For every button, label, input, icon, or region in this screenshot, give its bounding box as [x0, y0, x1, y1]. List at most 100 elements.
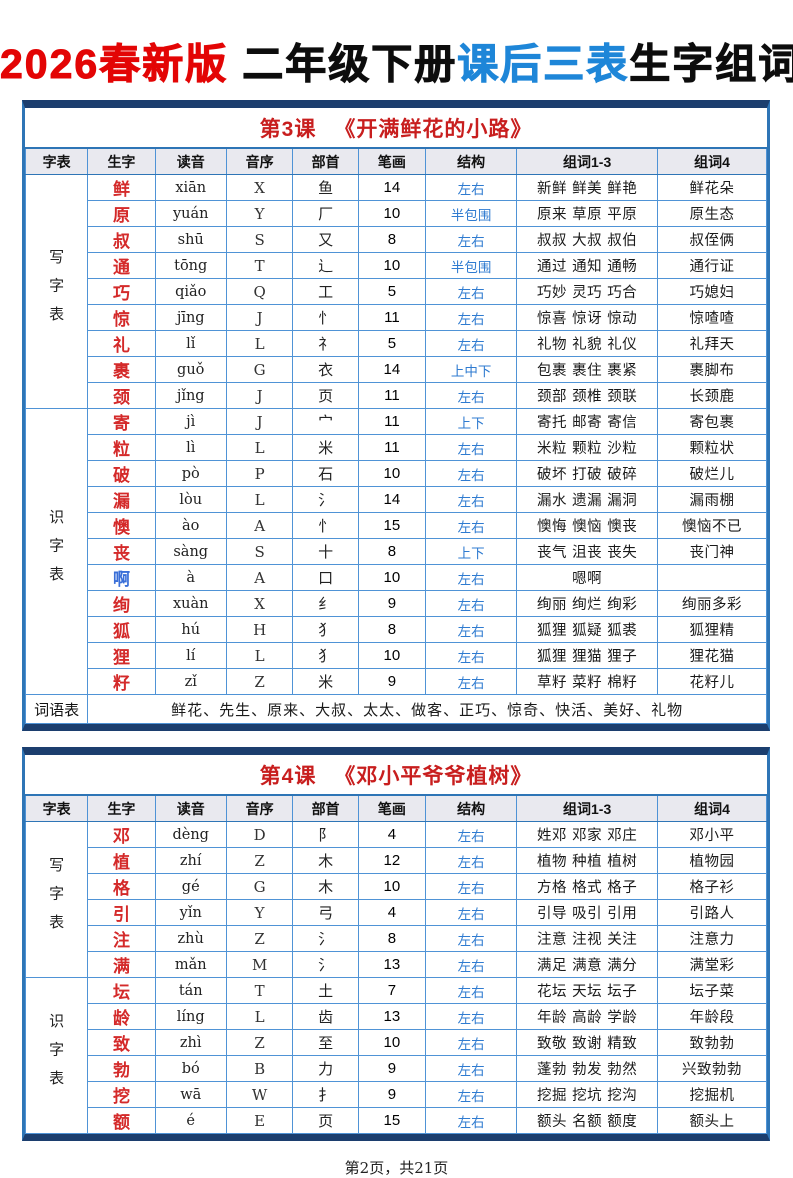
initial-cell: M [225, 951, 294, 978]
words-4-cell: 寄包裹 [657, 408, 767, 435]
pinyin-cell: tōng [154, 252, 227, 279]
radical-cell: 犭 [292, 642, 359, 669]
words-1-3-cell: 漏水 遗漏 漏洞 [516, 486, 659, 513]
words-1-3-cell: 致敬 致谢 精致 [516, 1029, 659, 1056]
words-4-cell: 满堂彩 [657, 951, 767, 978]
lesson-book-title: 《邓小平爷爷植树》 [334, 765, 533, 788]
pinyin-cell: shū [154, 226, 227, 253]
page-title-grade: 二年级下册 [242, 41, 458, 88]
strokes-cell: 10 [357, 873, 427, 900]
column-header: 结构 [425, 147, 518, 175]
section-label: 写字表 [24, 174, 89, 409]
radical-cell: 辶 [292, 252, 359, 279]
words-1-3-cell: 寄托 邮寄 寄信 [516, 408, 659, 435]
radical-cell: 扌 [292, 1081, 359, 1108]
column-header: 部首 [292, 794, 359, 822]
char-cell: 裹 [87, 356, 156, 383]
words-4-cell: 礼拜天 [657, 330, 767, 357]
column-header: 音序 [225, 794, 294, 822]
char-cell: 邓 [87, 821, 156, 848]
character-row: 植 zhí Z 木 12 左右 植物 种植 植树 植物园 [26, 847, 767, 874]
pinyin-cell: zhí [154, 847, 227, 874]
structure-cell: 半包围 [425, 200, 518, 227]
initial-cell: J [225, 304, 294, 331]
character-row: 通 tōng T 辶 10 半包围 通过 通知 通畅 通行证 [26, 252, 767, 279]
structure-cell: 左右 [425, 873, 518, 900]
column-header: 读音 [154, 147, 227, 175]
strokes-cell: 10 [357, 564, 427, 591]
pinyin-cell: jīng [154, 304, 227, 331]
radical-cell: 木 [292, 847, 359, 874]
strokes-cell: 11 [357, 304, 427, 331]
char-cell: 龄 [87, 1003, 156, 1030]
words-4-cell: 丧门神 [657, 538, 767, 565]
column-header: 结构 [425, 794, 518, 822]
column-header: 组词4 [657, 147, 767, 175]
character-row: 致 zhì Z 至 10 左右 致敬 致谢 精致 致勃勃 [26, 1029, 767, 1056]
pinyin-cell: guǒ [154, 356, 227, 383]
words-4-cell: 颗粒状 [657, 434, 767, 461]
radical-cell: 忄 [292, 304, 359, 331]
pinyin-cell: yǐn [154, 899, 227, 926]
section-label: 识字表 [24, 408, 89, 695]
char-cell: 注 [87, 925, 156, 952]
character-row: 写字表邓 dèng D 阝 4 左右 姓邓 邓家 邓庄 邓小平 [24, 821, 767, 978]
column-header: 组词4 [657, 794, 767, 822]
initial-cell: B [225, 1055, 294, 1082]
character-row: 勃 bó B 力 9 左右 蓬勃 勃发 勃然 兴致勃勃 [26, 1055, 767, 1082]
character-row: 漏 lòu L 氵 14 左右 漏水 遗漏 漏洞 漏雨棚 [26, 486, 767, 513]
character-table: 字表 生字 读音 音序 部首 笔画 结构 组词1-3 组词4 写字表鲜 xiān X 鱼 14 左右 新鲜 鲜… [24, 147, 767, 724]
char-cell: 狐 [87, 616, 156, 643]
initial-cell: L [225, 434, 294, 461]
radical-cell: 宀 [292, 408, 359, 435]
radical-cell: 米 [292, 668, 359, 695]
initial-cell: Y [225, 200, 294, 227]
words-4-cell: 花籽儿 [657, 668, 767, 695]
radical-cell: 礻 [292, 330, 359, 357]
strokes-cell: 10 [357, 642, 427, 669]
radical-cell: 鱼 [292, 174, 359, 201]
char-cell: 漏 [87, 486, 156, 513]
words-1-3-cell: 叔叔 大叔 叔伯 [516, 226, 659, 253]
structure-cell: 左右 [425, 278, 518, 305]
char-cell: 满 [87, 951, 156, 978]
words-1-3-cell: 嗯啊 [516, 564, 659, 591]
structure-cell: 左右 [425, 951, 518, 978]
words-1-3-cell: 米粒 颗粒 沙粒 [516, 434, 659, 461]
words-4-cell: 叔侄俩 [657, 226, 767, 253]
radical-cell: 忄 [292, 512, 359, 539]
strokes-cell: 9 [357, 1081, 427, 1108]
pinyin-cell: dèng [154, 821, 227, 848]
initial-cell: A [225, 512, 294, 539]
strokes-cell: 11 [357, 382, 427, 409]
page-title: 2026春新版 二年级下册课后三表生字组词 [0, 30, 793, 90]
radical-cell: 氵 [292, 925, 359, 952]
words-4-cell: 注意力 [657, 925, 767, 952]
words-4-cell: 兴致勃勃 [657, 1055, 767, 1082]
char-cell: 植 [87, 847, 156, 874]
words-4-cell: 狸花猫 [657, 642, 767, 669]
words-4-cell: 坛子菜 [657, 977, 767, 1004]
strokes-cell: 5 [357, 330, 427, 357]
char-cell: 坛 [87, 977, 156, 1004]
column-header: 音序 [225, 147, 294, 175]
radical-cell: 氵 [292, 486, 359, 513]
character-row: 狐 hú H 犭 8 左右 狐狸 狐疑 狐裘 狐狸精 [26, 616, 767, 643]
radical-cell: 厂 [292, 200, 359, 227]
strokes-cell: 7 [357, 977, 427, 1004]
column-header: 字表 [24, 794, 89, 822]
initial-cell: Z [225, 1029, 294, 1056]
column-header: 笔画 [357, 794, 427, 822]
initial-cell: Z [225, 925, 294, 952]
pinyin-cell: zhù [154, 925, 227, 952]
pinyin-cell: gé [154, 873, 227, 900]
structure-cell: 左右 [425, 1003, 518, 1030]
character-row: 叔 shū S 又 8 左右 叔叔 大叔 叔伯 叔侄俩 [26, 226, 767, 253]
word-list-content: 鲜花、先生、原来、大叔、太太、做客、正巧、惊奇、快活、美好、礼物 [87, 694, 767, 724]
column-header: 字表 [24, 147, 89, 175]
words-4-cell: 年龄段 [657, 1003, 767, 1030]
pinyin-cell: ào [154, 512, 227, 539]
words-1-3-cell: 颈部 颈椎 颈联 [516, 382, 659, 409]
character-row: 狸 lí L 犭 10 左右 狐狸 狸猫 狸子 狸花猫 [26, 642, 767, 669]
initial-cell: Z [225, 847, 294, 874]
